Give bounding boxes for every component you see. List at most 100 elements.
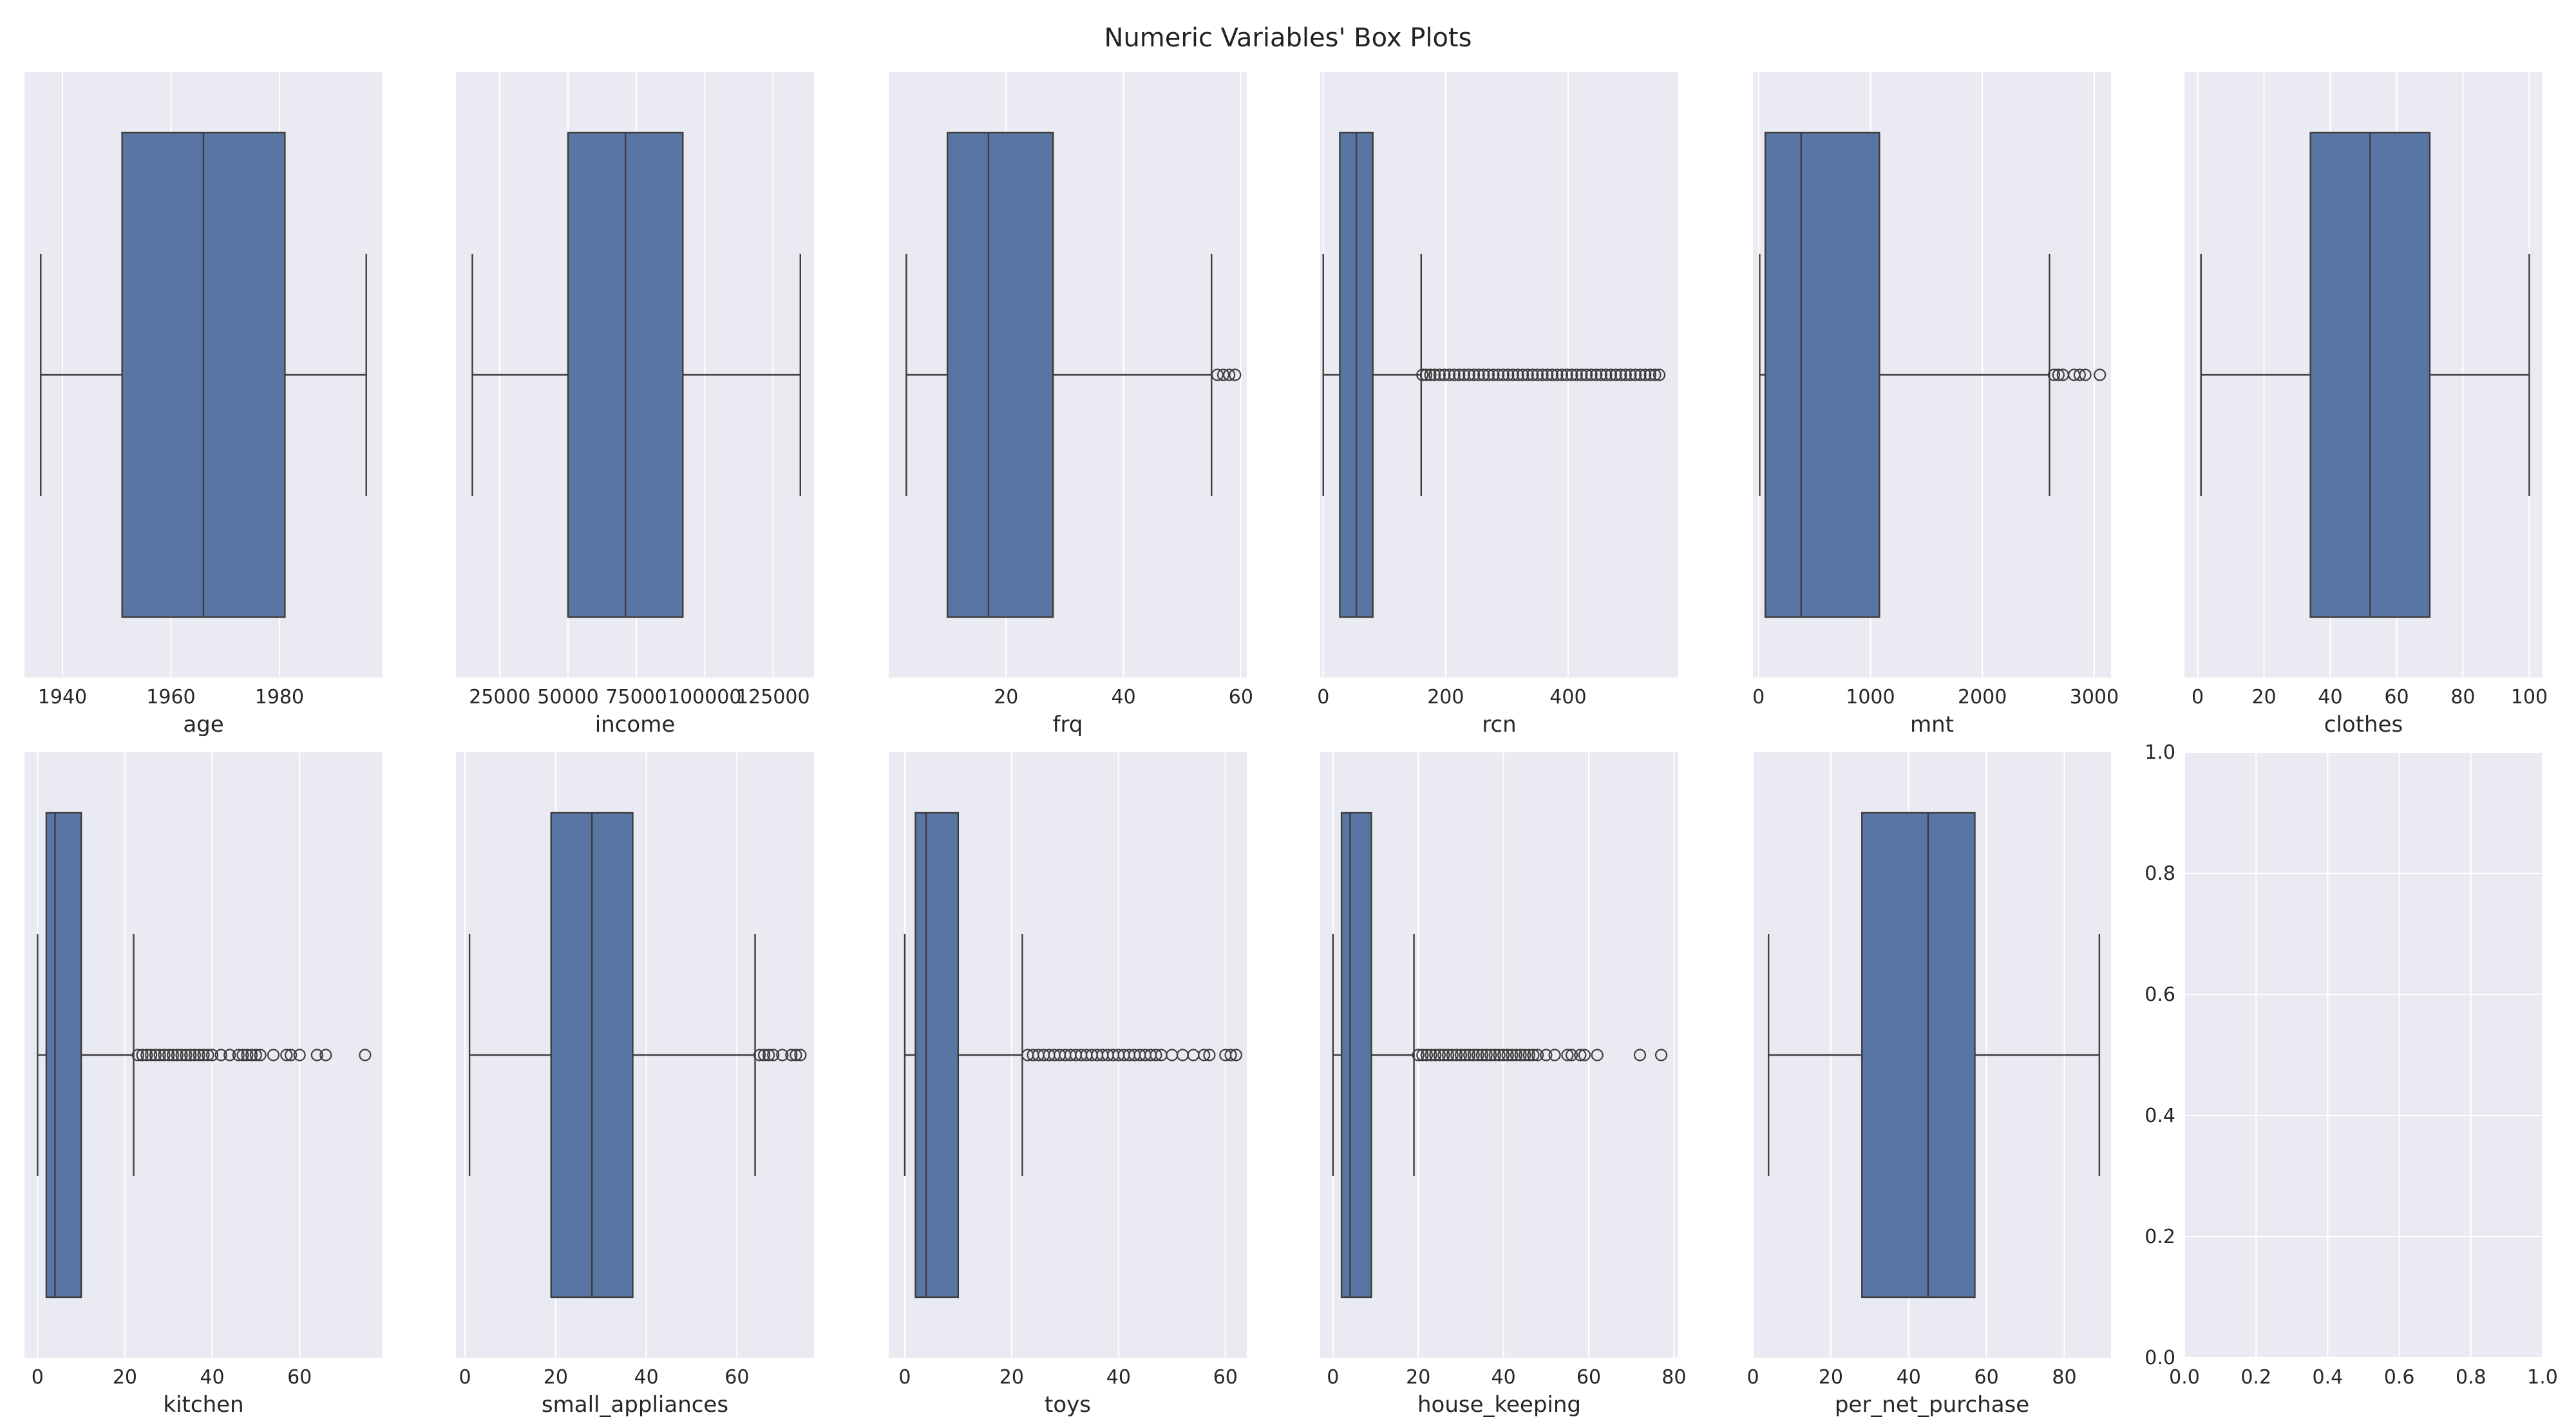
outlier-point bbox=[790, 1049, 802, 1061]
outlier-point bbox=[1536, 368, 1549, 381]
outlier-point bbox=[1472, 368, 1485, 381]
outlier-point bbox=[145, 1049, 158, 1061]
outlier-point bbox=[245, 1049, 258, 1061]
outlier-point bbox=[1560, 368, 1573, 381]
outlier-point bbox=[1501, 1049, 1514, 1061]
x-tick-label: 0 bbox=[32, 1366, 44, 1389]
outlier-point bbox=[1615, 368, 1627, 381]
outlier-point bbox=[1609, 368, 1622, 381]
outlier-point bbox=[193, 1049, 205, 1061]
outlier-point bbox=[180, 1049, 193, 1061]
x-tick-label: 0.0 bbox=[2169, 1366, 2200, 1389]
outlier-point bbox=[1477, 368, 1490, 381]
outlier-point bbox=[1475, 1049, 1489, 1061]
x-tick-label: 60 bbox=[1577, 1366, 1601, 1389]
outlier-point bbox=[1551, 368, 1564, 381]
outlier-point bbox=[359, 1049, 372, 1061]
outlier-point bbox=[1511, 368, 1524, 381]
outlier-point bbox=[1482, 368, 1495, 381]
y-tick-label: 0.6 bbox=[2145, 984, 2175, 1006]
x-tick-label: 0 bbox=[2192, 686, 2204, 708]
outlier-point bbox=[1516, 368, 1530, 381]
x-tick-label: 0 bbox=[459, 1366, 471, 1389]
outlier-point bbox=[293, 1049, 306, 1061]
outlier-point bbox=[1433, 1049, 1446, 1061]
outlier-point bbox=[280, 1049, 293, 1061]
figure-title: Numeric Variables' Box Plots bbox=[1104, 23, 1472, 53]
outlier-point bbox=[1198, 1049, 1211, 1061]
x-axis-label: frq bbox=[1053, 712, 1083, 737]
x-tick-label: 0 bbox=[898, 1366, 911, 1389]
x-tick-label: 25000 bbox=[469, 686, 530, 708]
outlier-point bbox=[1548, 1049, 1561, 1061]
outlier-point bbox=[767, 1049, 780, 1061]
outlier-point bbox=[794, 1049, 807, 1061]
outlier-point bbox=[1591, 1049, 1604, 1061]
outlier-point bbox=[1566, 368, 1578, 381]
subplot-house_keeping: 0 20 40 60 80 house_keeping bbox=[1320, 752, 1686, 1417]
outlier-point bbox=[1229, 368, 1242, 381]
subplot-frq: 20 40 60 frq bbox=[889, 72, 1253, 737]
x-axis-label: per_net_purchase bbox=[1835, 1392, 2029, 1417]
y-tick-label: 0.8 bbox=[2145, 862, 2175, 885]
outlier-point bbox=[1506, 1049, 1519, 1061]
x-tick-label: 60 bbox=[724, 1366, 749, 1389]
x-tick-label: 60 bbox=[1229, 686, 1253, 708]
outlier-point bbox=[1510, 1049, 1523, 1061]
outlier-point bbox=[1653, 368, 1666, 381]
x-tick-label: 1000 bbox=[1846, 686, 1895, 708]
subplot-per_net_purchase: 0 20 40 60 80 per_net_purchase bbox=[1747, 752, 2111, 1417]
outlier-point bbox=[757, 1049, 771, 1061]
outlier-point bbox=[1502, 368, 1515, 381]
outlier-point bbox=[241, 1049, 254, 1061]
x-tick-label: 2000 bbox=[1958, 686, 2007, 708]
outlier-point bbox=[1546, 368, 1558, 381]
outlier-point bbox=[1425, 1049, 1437, 1061]
y-tick-label: 0.4 bbox=[2145, 1105, 2175, 1127]
outlier-point bbox=[171, 1049, 184, 1061]
outlier-point bbox=[285, 1049, 298, 1061]
outlier-point bbox=[1574, 1049, 1587, 1061]
x-tick-label: 40 bbox=[1106, 1366, 1131, 1389]
outlier-point bbox=[1487, 368, 1500, 381]
outlier-point bbox=[1416, 368, 1429, 381]
x-tick-label: 40 bbox=[2318, 686, 2342, 708]
outlier-point bbox=[1492, 368, 1505, 381]
outlier-point bbox=[1629, 368, 1642, 381]
outlier-point bbox=[2047, 368, 2060, 381]
x-tick-label: 80 bbox=[2450, 686, 2475, 708]
outlier-point bbox=[1416, 1049, 1429, 1061]
outlier-point bbox=[236, 1049, 249, 1061]
iqr-box bbox=[914, 812, 960, 1298]
iqr-box bbox=[946, 131, 1054, 618]
outlier-point bbox=[1531, 1049, 1544, 1061]
outlier-point bbox=[1467, 368, 1481, 381]
outlier-point bbox=[2079, 368, 2092, 381]
outlier-point bbox=[1497, 368, 1510, 381]
outlier-point bbox=[1472, 1049, 1484, 1061]
outlier-point bbox=[1229, 1049, 1243, 1061]
x-tick-label: 40 bbox=[1897, 1366, 1921, 1389]
x-tick-label: 3000 bbox=[2070, 686, 2119, 708]
y-tick-label: 0.2 bbox=[2145, 1226, 2175, 1248]
x-tick-label: 20 bbox=[994, 686, 1018, 708]
x-tick-label: 0.8 bbox=[2456, 1366, 2486, 1389]
outlier-point bbox=[267, 1049, 280, 1061]
x-tick-label: 100000 bbox=[668, 686, 742, 708]
outlier-point bbox=[1619, 368, 1632, 381]
outlier-point bbox=[175, 1049, 188, 1061]
x-tick-label: 40 bbox=[1492, 1366, 1516, 1389]
outlier-point bbox=[1459, 1049, 1472, 1061]
x-tick-label: 100 bbox=[2511, 686, 2548, 708]
outlier-point bbox=[776, 1049, 789, 1061]
outlier-point bbox=[319, 1049, 332, 1061]
outlier-point bbox=[1463, 368, 1475, 381]
x-tick-label: 80 bbox=[2052, 1366, 2076, 1389]
outlier-point bbox=[1604, 368, 1618, 381]
outlier-point bbox=[1457, 368, 1470, 381]
outlier-point bbox=[2052, 368, 2065, 381]
subplot-toys: 0 20 40 60 toys bbox=[889, 752, 1247, 1417]
x-tick-label: 20 bbox=[2251, 686, 2276, 708]
outlier-point bbox=[1441, 1049, 1455, 1061]
outlier-point bbox=[1527, 1049, 1540, 1061]
